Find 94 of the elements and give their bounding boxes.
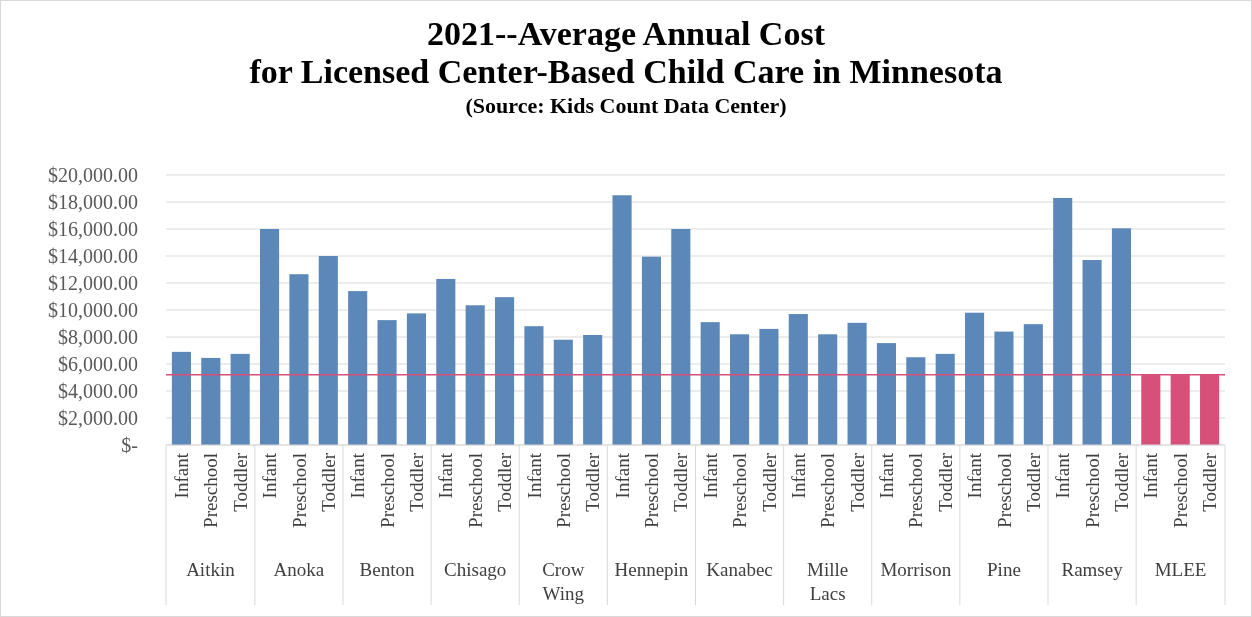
bar (406, 313, 426, 445)
y-tick-label: $8,000.00 (58, 326, 138, 348)
bar (260, 229, 280, 445)
y-tick-label: $12,000.00 (48, 272, 138, 294)
x-tick-label: Infant (1052, 452, 1074, 499)
x-tick-label: Preschool (200, 453, 222, 528)
text: Hennepin (614, 559, 689, 580)
text: Morrison (880, 559, 952, 580)
x-tick-label: Infant (347, 452, 369, 499)
chart-title: 2021--Average Annual Cost for Licensed Center-Based Child Care in Minnesota (249, 15, 1003, 90)
text: Kanabec (706, 559, 773, 580)
x-tick-label: Toddler (934, 452, 956, 512)
x-tick-label: Infant (611, 452, 633, 499)
bar (759, 328, 779, 445)
x-tick-label: Preschool (729, 453, 751, 528)
x-tick-label: Preschool (1081, 453, 1103, 528)
x-tick-label: Toddler (758, 452, 780, 512)
text: Ramsey (1061, 559, 1124, 580)
x-tick-label: Infant (259, 452, 281, 499)
x-tick-label: Preschool (464, 453, 486, 528)
text: Pine (987, 559, 1021, 580)
bar (876, 343, 896, 445)
bar (348, 291, 368, 445)
bar (700, 322, 720, 445)
bar (1023, 324, 1043, 445)
text: Crow Wing (542, 559, 585, 604)
y-tick-label: $18,000.00 (48, 191, 138, 213)
y-tick-label: $4,000.00 (58, 380, 138, 402)
bar (318, 256, 338, 445)
x-tick-label: Toddler (494, 452, 516, 512)
bar (641, 256, 661, 445)
x-tick-label: Toddler (406, 452, 428, 512)
x-tick-label: Infant (435, 452, 457, 499)
y-tick-label: $14,000.00 (48, 245, 138, 267)
x-tick-label: Infant (523, 452, 545, 499)
bar (1111, 228, 1131, 445)
bar (230, 353, 250, 445)
bar (553, 339, 573, 445)
x-tick-label: Preschool (641, 453, 663, 528)
text: Anoka (273, 559, 325, 580)
x-tick-label: Toddler (670, 452, 692, 512)
text: Mille Lacs (807, 559, 849, 604)
x-tick-label: Toddler (229, 452, 251, 512)
bar (201, 357, 221, 445)
bar (730, 334, 750, 445)
x-tick-label: Preschool (817, 453, 839, 528)
x-tick-label: Preschool (1169, 453, 1191, 528)
x-tick-label: Preschool (376, 453, 398, 528)
y-tick-label: $- (121, 434, 138, 456)
bar (524, 326, 544, 445)
bar (465, 305, 485, 445)
chart-subtitle: (Source: Kids Count Data Center) (465, 93, 787, 118)
x-tick-label: Infant (1140, 452, 1162, 499)
text: Chisago (444, 559, 507, 580)
bar (612, 195, 632, 445)
x-tick-label: Toddler (582, 452, 604, 512)
bar (289, 274, 309, 445)
x-tick-label: Toddler (1022, 452, 1044, 512)
bar (583, 334, 603, 445)
bar (1053, 197, 1073, 445)
bar (906, 357, 926, 445)
x-tick-label: Infant (876, 452, 898, 499)
y-tick-label: $2,000.00 (58, 407, 138, 429)
x-tick-label: Toddler (317, 452, 339, 512)
x-tick-label: Infant (964, 452, 986, 499)
bar (847, 322, 867, 445)
bar (994, 331, 1014, 445)
x-tick-label: Preschool (905, 453, 927, 528)
y-tick-label: $20,000.00 (48, 164, 138, 186)
y-tick-label: $6,000.00 (58, 353, 138, 375)
bar (965, 312, 985, 445)
x-tick-label: Toddler (1199, 452, 1221, 512)
x-tick-label: Preschool (993, 453, 1015, 528)
x-tick-label: Toddler (1111, 452, 1133, 512)
x-tick-label: Preschool (552, 453, 574, 528)
y-tick-label: $16,000.00 (48, 218, 138, 240)
x-tick-label: Toddler (846, 452, 868, 512)
bar (788, 314, 808, 445)
x-tick-label: Infant (699, 452, 721, 499)
bar (671, 229, 691, 445)
bar (818, 334, 838, 445)
y-tick-label: $10,000.00 (48, 299, 138, 321)
bar (1082, 260, 1102, 445)
bar (377, 320, 397, 445)
text: MLEE (1154, 559, 1207, 580)
bar (935, 353, 955, 445)
bar (495, 297, 515, 445)
text: Benton (359, 559, 415, 580)
text: Aitkin (186, 559, 236, 580)
x-tick-label: Infant (787, 452, 809, 499)
x-tick-label: Preschool (288, 453, 310, 528)
bar (171, 351, 191, 445)
x-tick-label: Infant (171, 452, 193, 499)
bar (436, 278, 456, 445)
